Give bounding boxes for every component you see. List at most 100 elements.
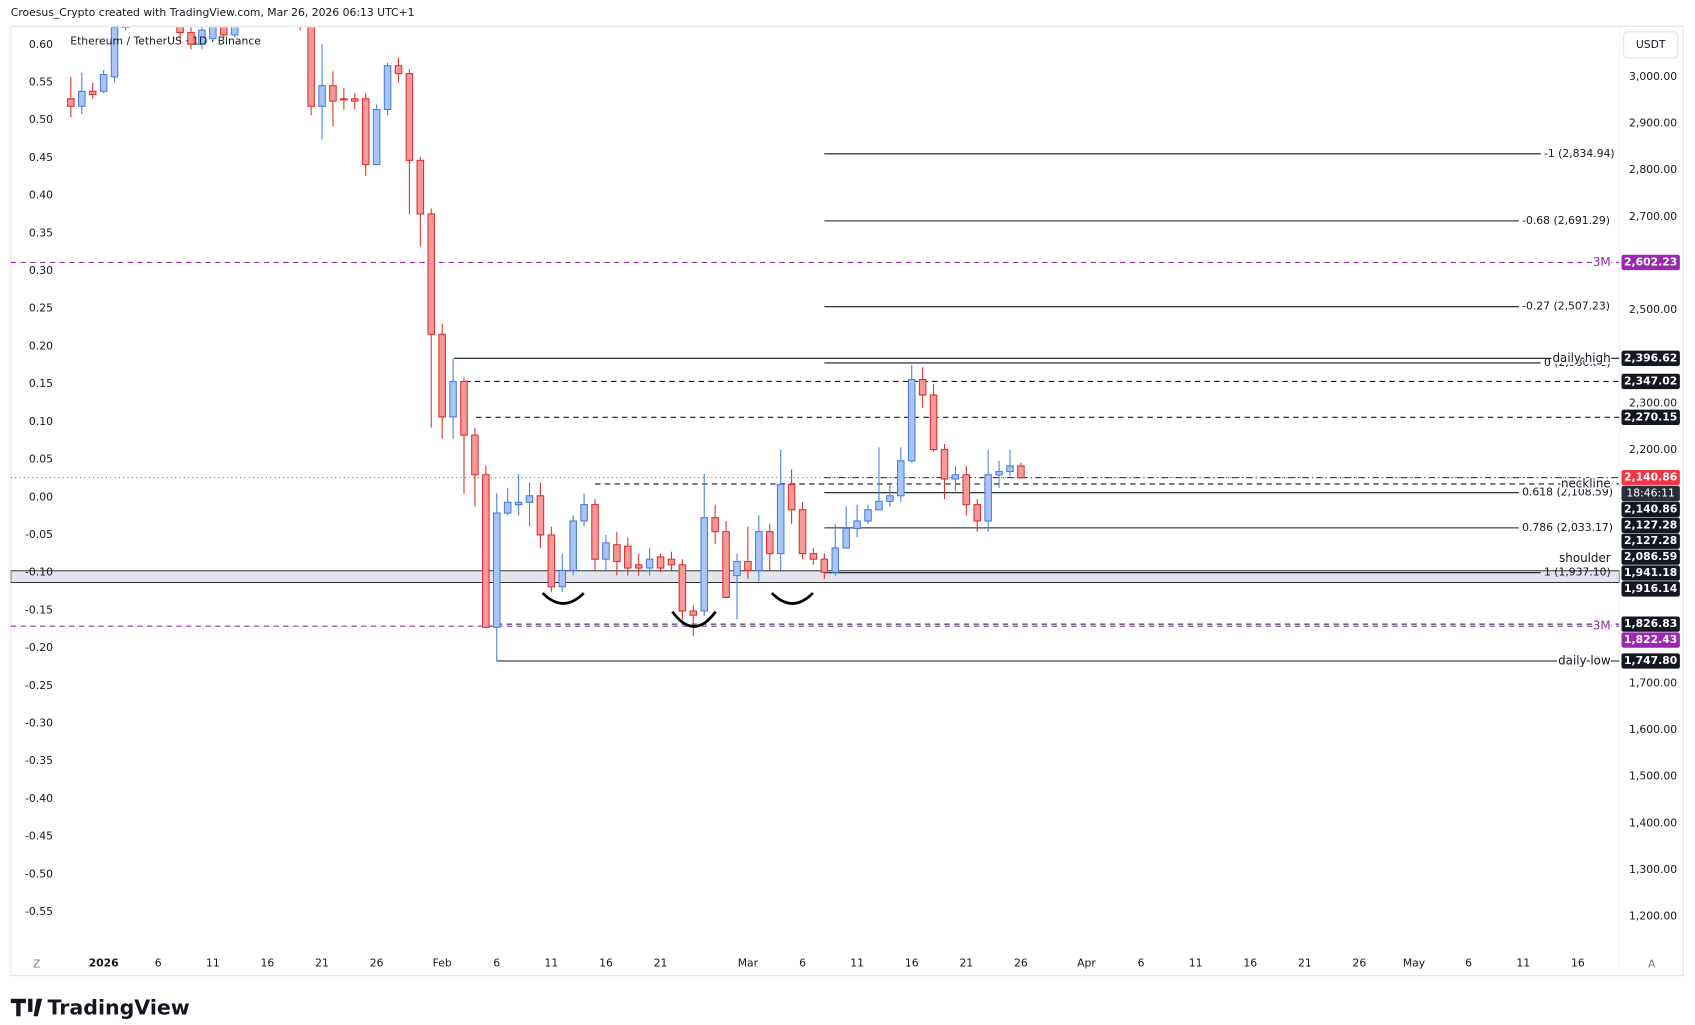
x-tick-label: 6: [493, 957, 500, 970]
candle-body: [198, 29, 206, 45]
y-tick-label: 0.40: [29, 189, 53, 202]
candle-body: [634, 564, 643, 569]
x-tick-label: 11: [206, 957, 220, 970]
level-label: neckline: [1561, 476, 1611, 490]
chart-frame: [10, 25, 1684, 977]
symbol-title: Ethereum / TetherUS · 1D · Binance: [70, 35, 261, 48]
candle-body: [886, 495, 894, 502]
candle-body: [99, 73, 108, 92]
candle-body: [591, 504, 599, 560]
y-tick-label: 0.45: [29, 151, 53, 164]
candle-body: [187, 31, 195, 45]
candle-body: [602, 542, 610, 560]
candle-body: [580, 504, 588, 522]
auto-button-label[interactable]: A: [1648, 958, 1656, 971]
candle-body: [449, 380, 457, 418]
y-tick-label: -0.55: [25, 905, 53, 918]
x-tick-label: 21: [654, 957, 668, 970]
y-tick-label: 0.30: [29, 264, 53, 277]
x-tick-label: 26: [1014, 957, 1028, 970]
shoulder-zone: [10, 570, 1620, 583]
candle-body: [340, 98, 348, 101]
x-tick-label: 11: [850, 957, 864, 970]
currency-label[interactable]: USDT: [1636, 38, 1666, 51]
candle-body: [155, 0, 161, 2]
price-label-box: [1621, 254, 1680, 271]
candle-body: [416, 159, 425, 215]
candle-body: [307, 27, 315, 107]
candle-body: [318, 85, 326, 107]
candle-body: [394, 65, 403, 75]
currency-box[interactable]: [1623, 31, 1679, 59]
candle-body: [383, 65, 392, 111]
x-tick-label: May: [1403, 957, 1426, 970]
level-label: daily high: [1553, 351, 1611, 365]
price-label-box: [1621, 632, 1680, 648]
zoom-button-label[interactable]: Z: [33, 958, 40, 971]
price-label-box: [1621, 350, 1680, 367]
candle-body: [514, 501, 523, 506]
fib-label: 0.618 (2,108.59): [1522, 486, 1613, 499]
y-tick-label: -0.40: [25, 792, 53, 805]
y-tick-label: 0.55: [29, 75, 53, 88]
logo-text: TradingView: [48, 995, 190, 1019]
candle-body: [121, 27, 130, 28]
price-label-box: [1621, 653, 1680, 669]
candle-body: [88, 90, 97, 96]
x-tick-label: 2026: [89, 957, 119, 970]
candle-body: [503, 501, 512, 514]
y-tick-label: 0.60: [29, 38, 53, 51]
price-label: 1,916.14: [1624, 582, 1678, 595]
y-tick-label: -0.45: [25, 830, 53, 843]
candle-body: [929, 394, 938, 451]
x-tick-label: 16: [1243, 957, 1257, 970]
zoom-button[interactable]: [28, 955, 46, 974]
candle-body: [678, 564, 687, 612]
x-tick-label: 16: [599, 957, 613, 970]
candle-body: [78, 90, 86, 107]
candle-body: [405, 73, 414, 161]
auto-button[interactable]: [1643, 955, 1661, 974]
x-tick-label: 26: [1353, 957, 1367, 970]
y-tick-label: -0.35: [25, 754, 53, 767]
x-tick-label: 11: [544, 957, 558, 970]
candle-body: [656, 556, 665, 569]
candle-body: [492, 512, 501, 628]
price-label-box: [1621, 616, 1680, 632]
candle-body: [984, 474, 992, 522]
candle-body: [842, 527, 850, 549]
candle-body: [733, 560, 741, 577]
candle-body: [460, 380, 468, 436]
candle-body: [351, 98, 359, 102]
y-tick-label: 0.15: [29, 377, 53, 390]
price-label: 1,941.18: [1624, 566, 1677, 579]
price-label-box: [1621, 581, 1680, 597]
price-label: 1,826.83: [1624, 617, 1677, 630]
candle-body: [853, 520, 861, 529]
candle-body: [645, 558, 654, 569]
price-label-box: [1621, 549, 1680, 565]
price-label: 2,396.62: [1624, 351, 1677, 364]
fib-label: -1 (2,834.94): [1544, 147, 1615, 160]
candle-body: [689, 610, 698, 616]
candle-body: [776, 484, 785, 555]
candle-body: [209, 27, 217, 40]
y-tick-label: -0.05: [25, 528, 53, 541]
candle-body: [427, 213, 436, 335]
price-label: 2,347.02: [1624, 374, 1677, 387]
price-label-box: [1621, 469, 1680, 486]
plot-area: [10, 0, 1620, 662]
candle-body: [951, 474, 960, 480]
candle-body: [525, 495, 534, 503]
candle-body: [1006, 465, 1014, 473]
x-tick-label: 16: [1571, 957, 1585, 970]
candle-body: [438, 333, 446, 418]
y-tick-label: 0.50: [29, 113, 53, 126]
y-tick-label: -0.50: [25, 867, 53, 880]
candle-body: [875, 500, 883, 511]
price-label: 2,140.86: [1624, 471, 1677, 484]
y2-tick-label: 2,300.00: [1629, 396, 1677, 409]
price-label: 2,127.28: [1624, 534, 1677, 547]
price-label-box: [1621, 533, 1680, 549]
candle-body: [1017, 465, 1025, 479]
